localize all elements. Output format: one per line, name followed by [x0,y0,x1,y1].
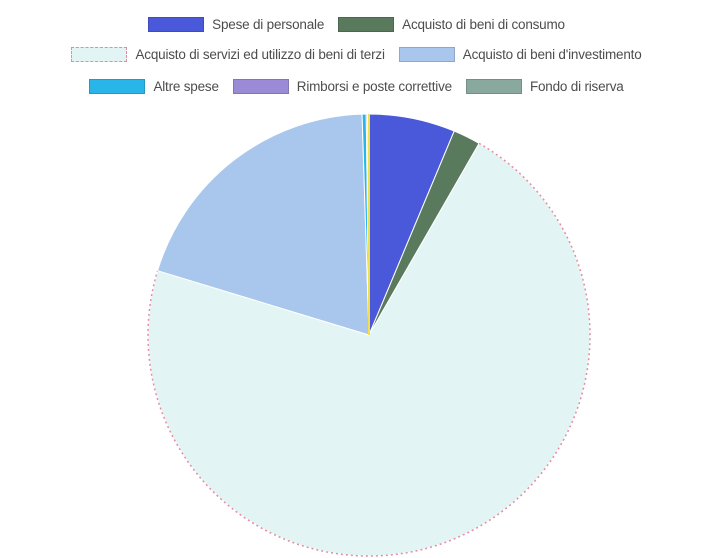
legend-swatch [398,46,455,62]
legend-swatch [71,46,128,62]
legend-row-2: Acquisto di servizi ed utilizzo di beni … [0,42,713,66]
legend-label: Fondo di riserva [529,78,624,94]
legend-item-fondo-di-riserva[interactable]: Fondo di riserva [465,78,624,94]
legend-label: Rimborsi e poste correttive [296,78,452,94]
legend-row-3: Altre spese Rimborsi e poste correttive … [0,74,713,98]
legend-swatch [232,78,289,94]
legend-label: Acquisto di beni d'investimento [462,46,642,62]
legend-swatch [89,78,146,94]
legend-swatch [148,16,205,32]
legend-label: Acquisto di beni di consumo [402,16,565,32]
legend-item-altre-spese[interactable]: Altre spese [89,78,219,94]
legend-item-acquisto-di-beni-d-investimento[interactable]: Acquisto di beni d'investimento [398,46,642,62]
legend-label: Acquisto di servizi ed utilizzo di beni … [135,46,385,62]
pie-slice-acquisto-di-beni-d-investimento[interactable] [156,113,370,336]
legend-label: Altre spese [153,78,219,94]
legend-swatch [338,16,395,32]
legend-item-acquisto-di-servizi[interactable]: Acquisto di servizi ed utilizzo di beni … [71,46,385,62]
legend-item-rimborsi-e-poste-correttive[interactable]: Rimborsi e poste correttive [232,78,452,94]
legend-label: Spese di personale [212,16,325,32]
legend-swatch [465,78,522,94]
legend-item-spese-di-personale[interactable]: Spese di personale [148,16,325,32]
chart-legend: Spese di personale Acquisto di beni di c… [0,0,713,100]
legend-item-acquisto-di-beni-di-consumo[interactable]: Acquisto di beni di consumo [338,16,565,32]
legend-row-1: Spese di personale Acquisto di beni di c… [0,12,713,36]
pie-slice-outline [147,142,591,557]
